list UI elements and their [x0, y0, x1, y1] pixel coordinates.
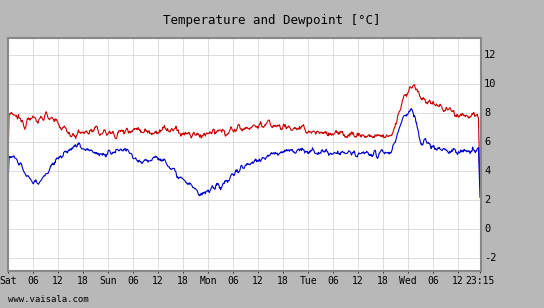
Text: -2: -2	[484, 253, 497, 263]
Text: Temperature and Dewpoint [°C]: Temperature and Dewpoint [°C]	[163, 14, 381, 27]
Text: 6: 6	[484, 137, 490, 148]
Text: 10: 10	[484, 79, 497, 89]
Text: 12: 12	[484, 51, 497, 60]
Text: 4: 4	[484, 166, 490, 176]
Text: 2: 2	[484, 195, 490, 205]
Text: 0: 0	[484, 225, 490, 234]
Text: www.vaisala.com: www.vaisala.com	[8, 295, 89, 304]
Text: 8: 8	[484, 108, 490, 118]
